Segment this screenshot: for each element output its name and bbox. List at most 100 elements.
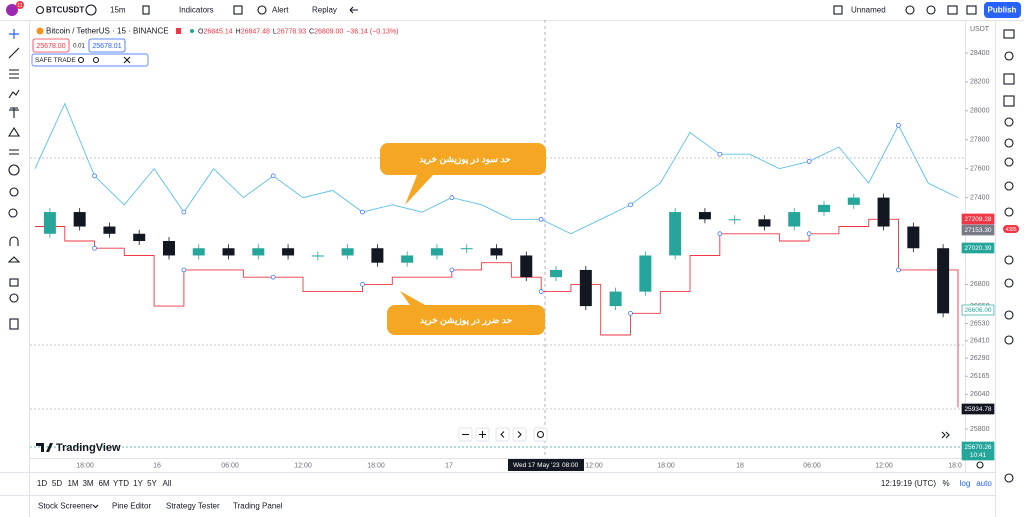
side-badge-count: 4385 <box>1005 227 1016 233</box>
x-tick-label: 18:00 <box>367 462 385 469</box>
drawing-mode-tool[interactable] <box>7 256 21 263</box>
alert-button[interactable]: Alert <box>272 6 289 15</box>
scroll-right[interactable] <box>512 427 527 442</box>
compare-icon[interactable] <box>85 4 97 16</box>
timeframe-button[interactable]: 1M <box>67 479 78 488</box>
hotlists-icon[interactable] <box>1003 95 1015 107</box>
x-tick-label: 06:00 <box>803 462 821 469</box>
indicators-button[interactable]: Indicators <box>179 6 214 15</box>
scale-option[interactable]: log <box>960 479 971 488</box>
ohlc-value: 26847.48 <box>241 28 270 35</box>
bottom-tab[interactable]: Stock Screener <box>38 502 93 511</box>
scroll-to-end[interactable] <box>941 431 950 439</box>
watchlist-icon[interactable] <box>1003 29 1015 39</box>
symbol[interactable]: BTCUSDT <box>46 6 84 15</box>
hide-tool[interactable] <box>9 293 19 303</box>
undo-icon[interactable] <box>349 6 358 14</box>
bottom-tab[interactable]: Trading Panel <box>233 502 283 511</box>
bottom-tab[interactable]: Strategy Tester <box>166 502 220 511</box>
dom-icon[interactable] <box>1004 278 1014 288</box>
timeframe-button[interactable]: 1D <box>37 479 47 488</box>
candle <box>818 204 831 213</box>
settings-icon[interactable] <box>926 5 936 15</box>
candle <box>579 269 592 307</box>
x-tick-label: 17 <box>445 462 453 469</box>
price-label: 26606.00 <box>964 307 991 314</box>
timeframe-button[interactable]: YTD <box>113 479 129 488</box>
search-icon[interactable] <box>35 5 45 15</box>
indicator-visibility[interactable] <box>77 56 85 64</box>
indicator-legend[interactable] <box>31 53 149 67</box>
zoom-tool[interactable] <box>8 208 18 218</box>
timeframe-button[interactable]: 6M <box>98 479 109 488</box>
timeframe-button[interactable]: All <box>163 479 172 488</box>
delete-tool[interactable] <box>9 318 19 330</box>
templates-icon[interactable] <box>233 5 243 15</box>
magnet-tool[interactable] <box>9 236 19 246</box>
timeframe-button[interactable]: 5D <box>52 479 62 488</box>
interval[interactable]: 15m <box>110 6 126 15</box>
signal-dot <box>806 159 812 164</box>
timeframe-button[interactable]: 3M <box>82 479 93 488</box>
help-icon[interactable] <box>1004 335 1014 345</box>
text-tool[interactable] <box>10 107 18 118</box>
timeframe-button[interactable]: 5Y <box>147 479 157 488</box>
x-tick-label: 12:00 <box>585 462 603 469</box>
order-panel-icon[interactable] <box>1004 255 1014 265</box>
emoji-tool[interactable] <box>8 164 20 176</box>
notifications-icon[interactable] <box>1004 207 1014 217</box>
x-tick-label: 18:00 <box>76 462 94 469</box>
chats-icon[interactable] <box>1004 181 1014 191</box>
price-label-box <box>961 403 995 415</box>
trendline-tool[interactable] <box>8 47 20 59</box>
bottom-tab[interactable]: Pine Editor <box>112 502 151 511</box>
layout-name[interactable]: Unnamed <box>851 6 886 15</box>
scale-option[interactable]: auto <box>976 479 992 488</box>
price-label: 27153.30 <box>964 227 991 234</box>
data-window-icon[interactable] <box>1003 73 1015 85</box>
candle <box>133 233 146 241</box>
streams-icon[interactable] <box>1004 157 1014 167</box>
candle <box>728 219 741 221</box>
products-icon[interactable] <box>1004 473 1014 483</box>
flag-icon[interactable] <box>176 28 181 34</box>
candle <box>103 226 116 234</box>
buy-price[interactable]: 25678.01 <box>92 43 121 50</box>
alert-icon[interactable] <box>257 5 267 15</box>
publish-button[interactable] <box>984 2 1021 18</box>
pattern-tool[interactable] <box>8 89 20 99</box>
layout-icon[interactable] <box>833 5 843 15</box>
snapshot-icon[interactable] <box>966 5 977 15</box>
ideas-icon[interactable] <box>1004 138 1014 148</box>
ruler-tool[interactable] <box>9 187 19 197</box>
indicator-settings[interactable] <box>92 56 100 64</box>
indicator-remove[interactable] <box>123 56 131 64</box>
badge-count: 11 <box>17 3 22 9</box>
buy-box[interactable] <box>88 38 126 53</box>
shapes-tool[interactable] <box>8 126 20 137</box>
object-tree-icon[interactable] <box>1004 310 1014 320</box>
calendar-icon[interactable] <box>1004 117 1014 127</box>
alerts-icon[interactable] <box>1004 51 1014 61</box>
measure-tool[interactable] <box>9 149 19 155</box>
quick-search-icon[interactable] <box>905 5 915 15</box>
annotation-bubble <box>387 291 545 335</box>
lock-tool[interactable] <box>9 278 19 287</box>
chart-type-icon[interactable] <box>142 5 150 15</box>
reset-chart[interactable] <box>533 427 548 442</box>
axis-settings[interactable] <box>976 461 984 469</box>
x-tick-label: 18 <box>736 462 744 469</box>
scroll-left[interactable] <box>495 427 510 442</box>
signal-dot <box>896 122 901 128</box>
crosshair-tool[interactable] <box>9 29 19 39</box>
publish-label[interactable]: Publish <box>988 6 1017 15</box>
avatar[interactable] <box>6 4 18 16</box>
tab-dropdown[interactable] <box>92 504 99 509</box>
scale-option[interactable]: % <box>942 479 949 488</box>
replay-button[interactable]: Replay <box>312 6 337 15</box>
timeframe-button[interactable]: 1Y <box>133 479 143 488</box>
fib-tool[interactable] <box>9 69 19 79</box>
fullscreen-icon[interactable] <box>947 5 958 15</box>
sell-box[interactable] <box>32 38 70 53</box>
sell-price[interactable]: 25678.00 <box>36 43 65 50</box>
